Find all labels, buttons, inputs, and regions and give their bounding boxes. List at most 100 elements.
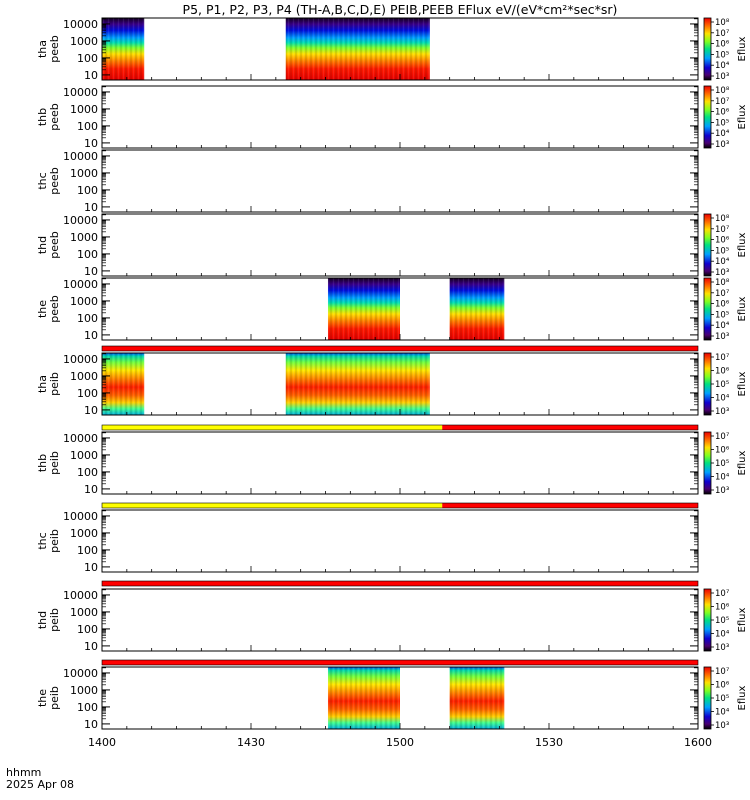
colorbar-tick-label: 10⁵ [715, 459, 729, 469]
colorbar-tick-label: 10⁵ [715, 380, 729, 390]
mode-bar-4 [101, 659, 699, 666]
mode-bar-frame [101, 424, 699, 431]
panel-label-product: peib [48, 686, 61, 710]
colorbar-label: Eflux [737, 36, 748, 61]
y-tick-label: 100 [77, 52, 98, 65]
panel-frame [101, 149, 699, 213]
y-tick-label: 10 [84, 718, 98, 731]
spectrogram-texture [102, 18, 145, 80]
spectrogram-texture [449, 667, 505, 729]
panel-label-probe: the [36, 300, 49, 318]
x-tick-label: 1500 [386, 736, 414, 749]
panel-label-product: peib [48, 372, 61, 396]
y-tick-label: 100 [77, 623, 98, 636]
x-tick-label: 1400 [88, 736, 116, 749]
panel-label-product: peib [48, 529, 61, 553]
colorbar-tick-label: 10⁴ [715, 61, 730, 71]
y-tick-label: 100 [77, 120, 98, 133]
panel-label-probe: thc [36, 172, 49, 189]
colorbar-label: Eflux [737, 450, 748, 475]
panel-label-probe: tha [36, 375, 49, 393]
panel-label-probe: the [36, 689, 49, 707]
y-tick-label: 100 [77, 248, 98, 261]
y-tick-label: 100 [77, 312, 98, 325]
colorbar-tick-label: 10³ [715, 72, 729, 82]
y-tick-label: 10 [84, 329, 98, 342]
colorbar-label: Eflux [737, 296, 748, 321]
y-tick-label: 100 [77, 544, 98, 557]
colorbar-tick-label: 10⁵ [715, 50, 729, 60]
y-tick-label: 10 [84, 137, 98, 150]
x-axis: 1400 1430 1500 1530 1600 [88, 736, 712, 749]
colorbar-tick-label: 10⁴ [715, 321, 730, 331]
colorbar-tick-label: 10⁵ [715, 616, 729, 626]
colorbar-tick-label: 10⁷ [715, 289, 730, 299]
mode-bar-2 [101, 502, 699, 509]
y-tick-label: 10000 [63, 667, 98, 680]
colorbar-label: Eflux [737, 104, 748, 129]
colorbar [703, 17, 712, 81]
colorbar-tick-label: 10⁷ [715, 225, 730, 235]
panel-label-probe: thb [36, 454, 49, 472]
y-tick-label: 1000 [70, 527, 98, 540]
y-tick-label: 10000 [63, 86, 98, 99]
mode-bar-segment [102, 503, 443, 508]
colorbar [703, 666, 712, 730]
colorbar-label: Eflux [737, 371, 748, 396]
colorbar-tick-label: 10³ [715, 332, 729, 342]
panel-label-probe: thc [36, 532, 49, 549]
panel-9: 10 100 1000 10000 the peib 10³ 10⁴ 10⁵ 10⁶ 10⁷ Eflu… [36, 666, 748, 731]
panel-label-probe: thb [36, 108, 49, 126]
colorbar-tick-label: 10⁶ [715, 603, 730, 613]
y-tick-label: 100 [77, 701, 98, 714]
y-tick-label: 10 [84, 69, 98, 82]
panel-6: 10 100 1000 10000 thb peib 10³ 10⁴ 10⁵ 10⁶ 10⁷ Eflu… [36, 431, 748, 496]
mode-bar-3 [101, 580, 699, 587]
colorbar-tick-label: 10⁷ [715, 353, 730, 363]
panel-2: 10 100 1000 10000 thc peeb [36, 149, 699, 214]
y-tick-label: 10 [84, 265, 98, 278]
y-tick-label: 1000 [70, 370, 98, 383]
colorbar-tick-label: 10⁶ [715, 446, 730, 456]
mode-bar-segment [442, 503, 698, 508]
colorbar-tick-label: 10³ [715, 268, 729, 278]
panel-label-probe: thd [36, 236, 49, 254]
colorbar-tick-label: 10⁸ [715, 214, 730, 224]
panel-label-product: peib [48, 451, 61, 475]
x-axis-date-label: 2025 Apr 08 [6, 778, 74, 791]
mode-bar-segment [102, 346, 698, 351]
y-tick-label: 10000 [63, 18, 98, 31]
colorbar-tick-label: 10⁷ [715, 432, 730, 442]
colorbar [703, 213, 712, 277]
mode-bar-frame [101, 659, 699, 666]
x-tick-label: 1430 [237, 736, 265, 749]
y-tick-label: 100 [77, 466, 98, 479]
chart-title: P5, P1, P2, P3, P4 (TH-A,B,C,D,E) PEIB,P… [183, 2, 618, 17]
spectrogram-texture [285, 353, 430, 415]
y-tick-label: 10 [84, 640, 98, 653]
colorbar [703, 352, 712, 416]
y-tick-label: 1000 [70, 35, 98, 48]
colorbar-tick-label: 10³ [715, 407, 729, 417]
panel-label-product: peeb [48, 295, 61, 323]
colorbar-tick-label: 10⁸ [715, 86, 730, 96]
y-tick-label: 1000 [70, 684, 98, 697]
mode-bar-1 [101, 424, 699, 431]
panel-frame [101, 431, 699, 495]
panel-frame [101, 588, 699, 652]
panel-label-product: peeb [48, 103, 61, 131]
spectrogram-texture [327, 667, 400, 729]
y-tick-label: 10 [84, 404, 98, 417]
panel-label-product: peeb [48, 35, 61, 63]
colorbar-label: Eflux [737, 607, 748, 632]
colorbar-tick-label: 10⁷ [715, 97, 730, 107]
mode-bar-0 [101, 345, 699, 352]
y-tick-label: 10000 [63, 278, 98, 291]
y-tick-label: 10000 [63, 432, 98, 445]
spectrogram-texture [102, 353, 145, 415]
